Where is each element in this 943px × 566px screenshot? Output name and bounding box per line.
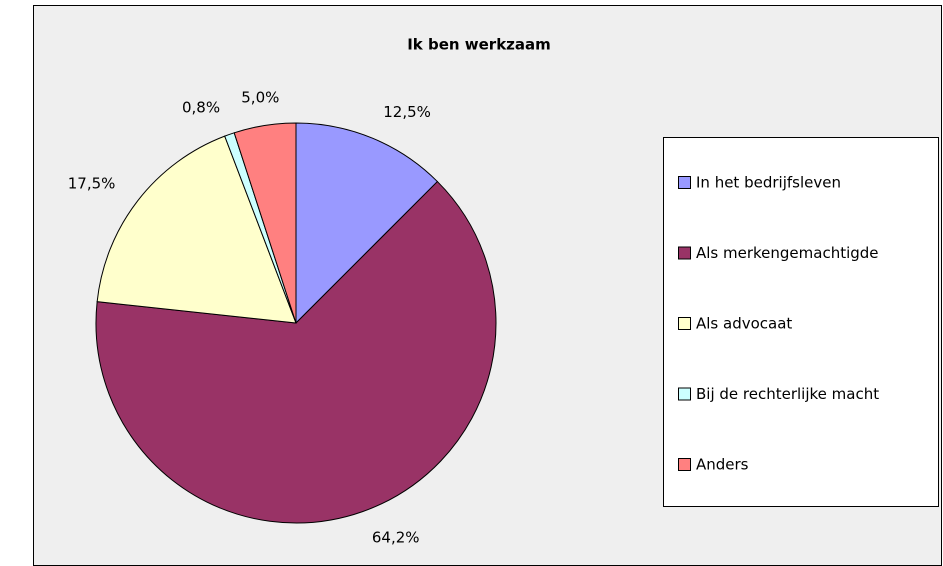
- legend-label: In het bedrijfsleven: [696, 174, 841, 192]
- pie-slice: [233, 122, 297, 324]
- pie-slice: [95, 180, 497, 524]
- chart-title: Ik ben werkzaam: [407, 36, 551, 54]
- legend-label: Anders: [696, 456, 749, 474]
- legend-label: Als advocaat: [696, 315, 792, 333]
- data-label: 64,2%: [372, 529, 420, 547]
- legend-swatch: [678, 317, 691, 330]
- data-label: 0,8%: [182, 98, 220, 116]
- legend: [663, 137, 939, 507]
- data-label: 5,0%: [241, 88, 279, 106]
- legend-swatch: [678, 458, 691, 471]
- legend-label: Als merkengemachtigde: [696, 244, 879, 262]
- legend-swatch: [678, 246, 691, 260]
- pie-slice: [96, 135, 297, 324]
- pie-slice: [295, 122, 439, 325]
- legend-swatch: [678, 387, 691, 401]
- legend-swatch: [678, 176, 691, 189]
- legend-label: Bij de rechterlijke macht: [696, 385, 879, 403]
- data-label: 17,5%: [68, 174, 116, 192]
- data-label: 12,5%: [383, 103, 431, 121]
